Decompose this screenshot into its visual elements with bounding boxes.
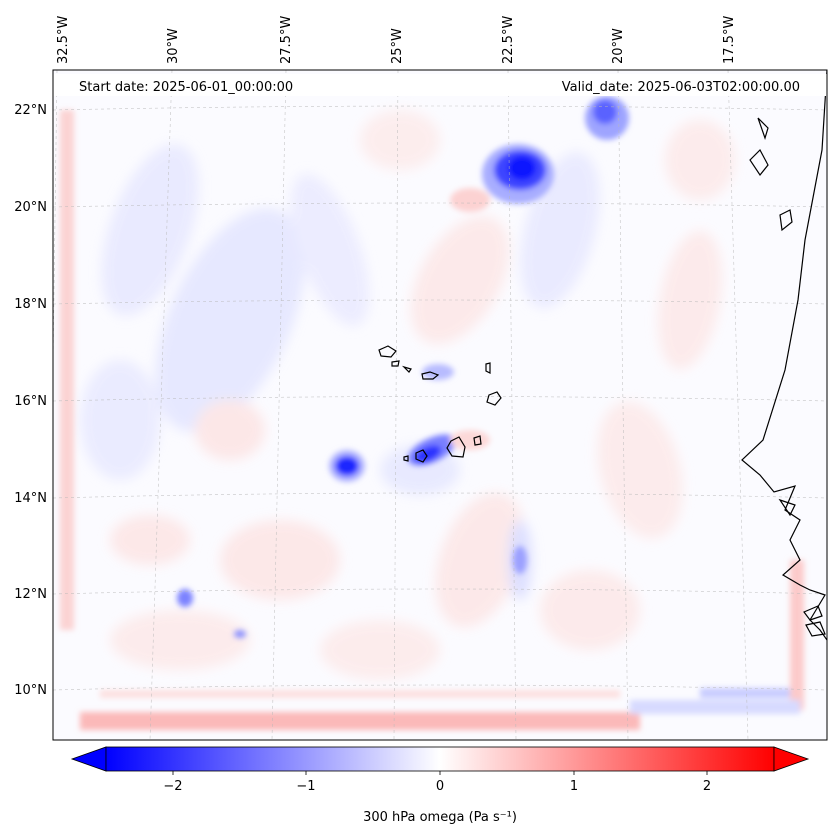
- lon-tick-label: 17.5°W: [722, 16, 737, 64]
- lat-tick-label: 14°N: [14, 491, 47, 506]
- lon-tick-labels: 32.5°W 30°W 27.5°W 25°W 22.5°W 20°W 17.5…: [56, 16, 737, 64]
- lon-tick-label: 25°W: [390, 28, 405, 64]
- lon-tick-label: 30°W: [166, 28, 181, 64]
- gridlines: [53, 70, 827, 740]
- header-strip: [53, 74, 827, 96]
- colorbar-ticks: [172, 771, 708, 775]
- lon-tick-label: 32.5°W: [56, 16, 71, 64]
- omega-field: [53, 70, 827, 740]
- map-frame: [52, 69, 828, 741]
- map-panel: Start date: 2025-06-01_00:00:00 Valid_da…: [52, 69, 828, 741]
- start-date-label: Start date: 2025-06-01_00:00:00: [79, 80, 293, 95]
- lon-tick-label: 27.5°W: [279, 16, 294, 64]
- colorbar-tick-label: 2: [703, 779, 711, 794]
- lat-tick-label: 20°N: [14, 200, 47, 215]
- valid-date-label: Valid_date: 2025-06-03T02:00:00.00: [562, 80, 800, 95]
- lat-tick-label: 10°N: [14, 683, 47, 698]
- lat-tick-label: 18°N: [14, 297, 47, 312]
- colorbar-extend-high: [773, 746, 810, 772]
- lat-tick-label: 22°N: [14, 103, 47, 118]
- coastlines: [378, 70, 827, 641]
- lat-tick-label: 16°N: [14, 394, 47, 409]
- colorbar-tick-label: 0: [436, 779, 444, 794]
- colorbar-tick-label: −2: [163, 779, 182, 794]
- lon-tick-label: 22.5°W: [501, 16, 516, 64]
- colorbar-tick-label: −1: [296, 779, 315, 794]
- colorbar-extend-low: [70, 746, 107, 772]
- colorbar-label: 300 hPa omega (Pa s⁻¹): [363, 810, 517, 825]
- colorbar-body: [105, 746, 775, 772]
- lat-tick-labels: 10°N 12°N 14°N 16°N 18°N 20°N 22°N: [14, 103, 47, 698]
- lat-tick-label: 12°N: [14, 587, 47, 602]
- lon-tick-label: 20°W: [611, 28, 626, 64]
- colorbar: −2 −1 0 1 2 300 hPa omega (Pa s⁻¹): [70, 746, 810, 825]
- colorbar-tick-label: 1: [570, 779, 578, 794]
